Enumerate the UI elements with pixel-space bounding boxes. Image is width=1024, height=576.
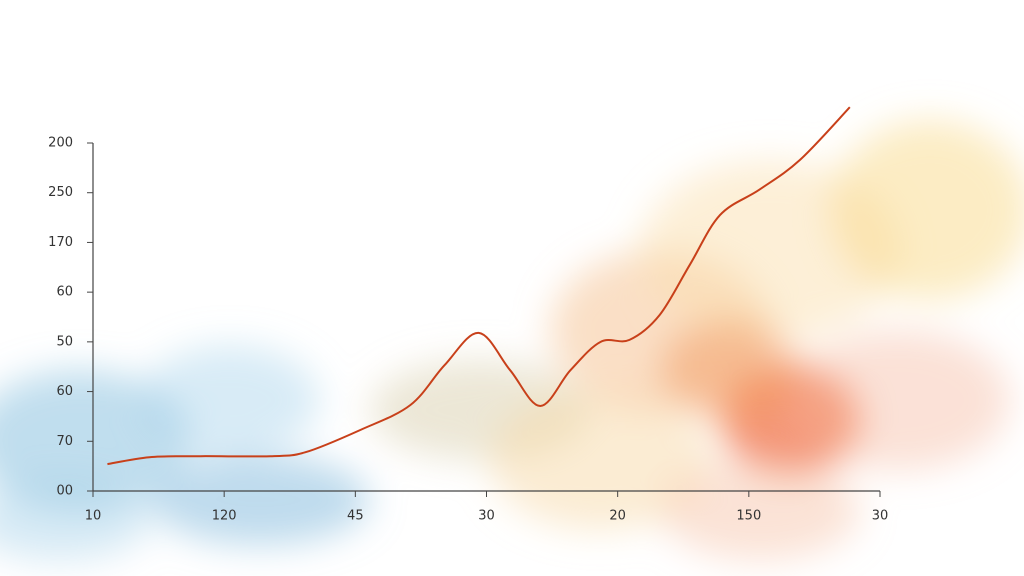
x-tick-label: 30 xyxy=(478,509,495,524)
y-tick-label: 200 xyxy=(48,136,73,151)
x-tick-label: 10 xyxy=(85,509,102,524)
x-tick-label: 20 xyxy=(609,509,626,524)
x-tick-label: 120 xyxy=(212,509,237,524)
watercolor-background xyxy=(0,120,1024,560)
y-tick-label: 70 xyxy=(56,434,73,449)
y-tick-label: 60 xyxy=(56,384,73,399)
y-tick-label: 00 xyxy=(56,484,73,499)
y-tick-label: 250 xyxy=(48,185,73,200)
y-tick-label: 170 xyxy=(48,235,73,250)
line xyxy=(107,106,851,466)
y-tick-label: 60 xyxy=(56,285,73,300)
x-tick-label: 150 xyxy=(736,509,761,524)
x-tick-label: 45 xyxy=(347,509,364,524)
y-tick-label: 50 xyxy=(56,334,73,349)
x-tick-label: 30 xyxy=(872,509,889,524)
